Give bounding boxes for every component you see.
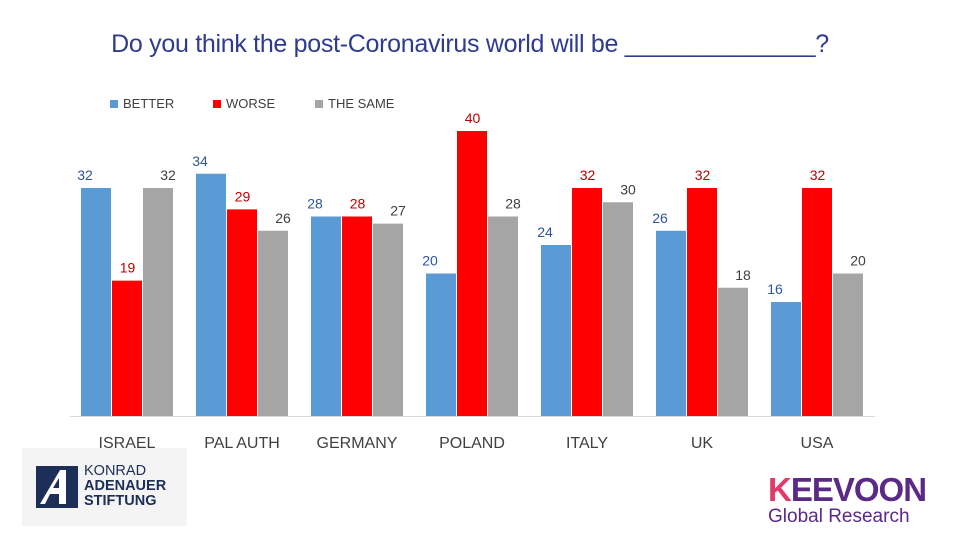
data-label-worse-israel: 19 <box>120 260 136 276</box>
bar-better-germany <box>311 216 341 416</box>
data-label-the-same-germany: 27 <box>390 203 406 219</box>
bar-worse-uk <box>687 188 717 416</box>
data-label-better-italy: 24 <box>537 224 553 240</box>
bar-the-same-israel <box>143 188 173 416</box>
category-label-germany: GERMANY <box>317 435 398 452</box>
legend-swatch-better <box>110 99 118 108</box>
category-label-uk: UK <box>691 435 714 452</box>
legend-swatch-worse <box>213 99 221 108</box>
data-label-worse-italy: 32 <box>580 167 596 183</box>
legend-swatch-the-same <box>315 99 323 108</box>
kas-logo-text: KONRAD ADENAUER STIFTUNG <box>84 464 166 509</box>
keevoon-subtitle: Global Research <box>768 506 910 527</box>
keevoon-wordmark: KEEVOON <box>768 471 938 508</box>
data-label-the-same-italy: 30 <box>620 181 636 197</box>
bar-worse-israel <box>112 280 142 416</box>
bar-the-same-uk <box>718 287 748 416</box>
keevoon-k: K <box>768 471 792 508</box>
data-label-better-poland: 20 <box>422 253 438 269</box>
kas-logo: KONRAD ADENAUER STIFTUNG <box>22 448 187 526</box>
data-label-better-usa: 16 <box>767 281 783 297</box>
category-label-poland: POLAND <box>439 435 505 452</box>
data-label-worse-uk: 32 <box>695 167 711 183</box>
data-label-the-same-poland: 28 <box>505 196 521 212</box>
data-label-the-same-usa: 20 <box>850 253 866 269</box>
legend-item-worse: WORSE <box>213 96 275 111</box>
bar-worse-italy <box>572 188 602 416</box>
bar-the-same-usa <box>833 273 863 416</box>
data-label-the-same-israel: 32 <box>160 167 176 183</box>
kas-line-1: KONRAD <box>84 463 147 479</box>
bar-the-same-germany <box>373 223 403 416</box>
bar-better-usa <box>771 302 801 416</box>
bar-better-israel <box>81 188 111 416</box>
keevoon-logo: KEEVOON Global Research <box>768 471 938 529</box>
data-label-better-uk: 26 <box>652 210 668 226</box>
keevoon-rest: EEVOON <box>790 471 927 508</box>
bar-worse-germany <box>342 216 372 416</box>
kas-line-2: ADENAUER <box>84 478 167 494</box>
data-label-the-same-uk: 18 <box>735 267 751 283</box>
bar-better-pal-auth <box>196 173 226 416</box>
data-label-better-israel: 32 <box>77 167 93 183</box>
bar-better-italy <box>541 245 571 416</box>
data-label-worse-pal-auth: 29 <box>235 188 251 204</box>
legend-item-better: BETTER <box>110 96 174 111</box>
bar-worse-poland <box>457 131 487 416</box>
category-label-usa: USA <box>801 435 834 452</box>
kas-a-icon <box>36 466 78 508</box>
bar-the-same-poland <box>488 216 518 416</box>
legend-label-better: BETTER <box>123 96 175 111</box>
data-label-worse-usa: 32 <box>810 167 826 183</box>
data-label-the-same-pal-auth: 26 <box>275 210 291 226</box>
legend-label-the-same: THE SAME <box>328 96 395 111</box>
legend-label-worse: WORSE <box>226 96 276 111</box>
category-label-pal-auth: PAL AUTH <box>204 435 280 452</box>
kas-line-3: STIFTUNG <box>84 493 157 509</box>
chart-title: Do you think the post-Coronavirus world … <box>111 30 829 58</box>
bar-the-same-pal-auth <box>258 230 288 416</box>
data-label-worse-germany: 28 <box>350 196 366 212</box>
bar-better-uk <box>656 230 686 416</box>
data-label-better-pal-auth: 34 <box>192 153 208 169</box>
bar-worse-usa <box>802 188 832 416</box>
data-label-worse-poland: 40 <box>465 110 481 126</box>
legend-item-the-same: THE SAME <box>315 96 394 111</box>
category-label-italy: ITALY <box>566 435 608 452</box>
bar-better-poland <box>426 273 456 416</box>
bar-worse-pal-auth <box>227 209 257 416</box>
bar-the-same-italy <box>603 202 633 416</box>
data-label-better-germany: 28 <box>307 196 323 212</box>
category-label-israel: ISRAEL <box>99 435 156 452</box>
